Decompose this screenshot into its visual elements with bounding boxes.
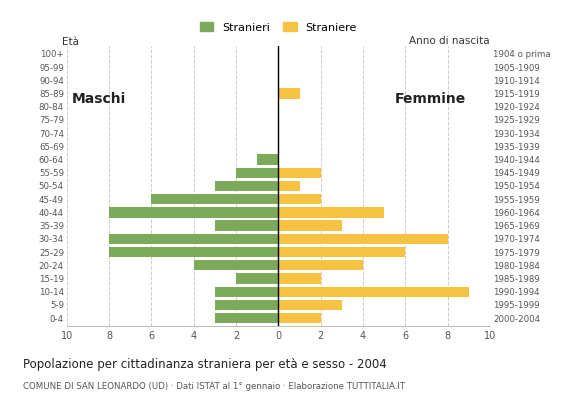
Bar xyxy=(278,168,321,178)
Bar xyxy=(236,273,278,284)
Bar xyxy=(151,194,278,204)
Bar xyxy=(278,88,299,99)
Text: Età: Età xyxy=(63,37,79,47)
Bar xyxy=(278,181,299,191)
Bar xyxy=(109,234,278,244)
Bar xyxy=(278,194,321,204)
Bar xyxy=(215,286,278,297)
Bar xyxy=(278,286,469,297)
Text: Anno di nascita: Anno di nascita xyxy=(409,36,490,46)
Bar xyxy=(278,313,321,323)
Text: Femmine: Femmine xyxy=(395,92,466,106)
Bar xyxy=(109,207,278,218)
Bar xyxy=(278,247,405,257)
Bar xyxy=(257,154,278,165)
Bar xyxy=(215,181,278,191)
Text: Maschi: Maschi xyxy=(71,92,126,106)
Text: Popolazione per cittadinanza straniera per età e sesso - 2004: Popolazione per cittadinanza straniera p… xyxy=(23,358,387,371)
Bar xyxy=(278,260,363,270)
Bar xyxy=(236,168,278,178)
Legend: Stranieri, Straniere: Stranieri, Straniere xyxy=(195,18,361,37)
Text: COMUNE DI SAN LEONARDO (UD) · Dati ISTAT al 1° gennaio · Elaborazione TUTTITALIA: COMUNE DI SAN LEONARDO (UD) · Dati ISTAT… xyxy=(23,382,405,391)
Bar xyxy=(278,220,342,231)
Bar xyxy=(278,273,321,284)
Bar xyxy=(215,300,278,310)
Bar xyxy=(215,313,278,323)
Bar xyxy=(194,260,278,270)
Bar xyxy=(278,234,448,244)
Bar xyxy=(278,300,342,310)
Bar xyxy=(109,247,278,257)
Bar xyxy=(215,220,278,231)
Bar xyxy=(278,207,384,218)
